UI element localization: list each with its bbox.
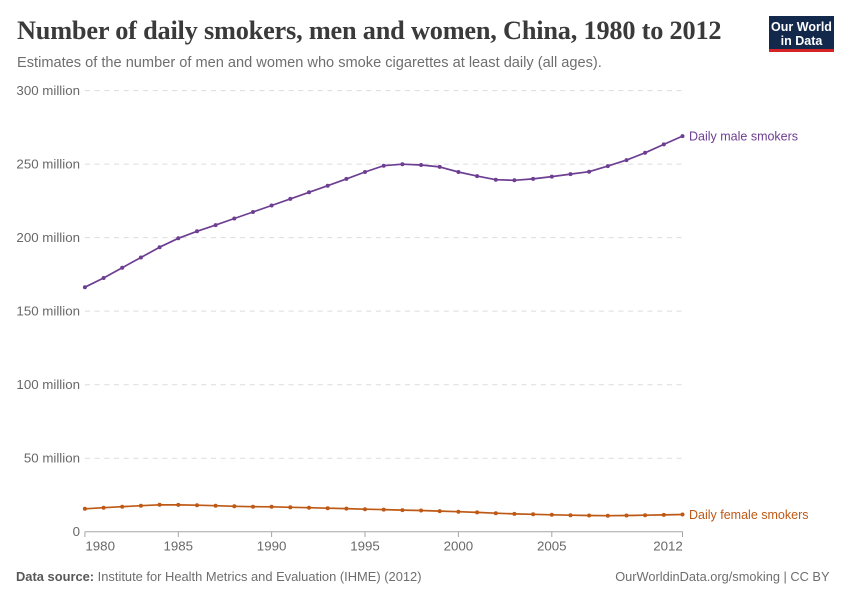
svg-text:1980: 1980 — [85, 539, 115, 554]
svg-text:Daily male smokers: Daily male smokers — [689, 130, 798, 144]
svg-text:2000: 2000 — [444, 539, 474, 554]
svg-text:Daily female smokers: Daily female smokers — [689, 508, 808, 522]
svg-text:0: 0 — [73, 524, 80, 539]
svg-text:1985: 1985 — [164, 539, 194, 554]
svg-text:300 million: 300 million — [16, 83, 80, 98]
svg-text:1990: 1990 — [257, 539, 287, 554]
svg-text:2012: 2012 — [653, 539, 683, 554]
svg-text:100 million: 100 million — [16, 377, 80, 392]
svg-text:200 million: 200 million — [16, 230, 80, 245]
svg-text:250 million: 250 million — [16, 157, 80, 172]
svg-text:50 million: 50 million — [24, 451, 80, 466]
svg-text:150 million: 150 million — [16, 304, 80, 319]
svg-text:1995: 1995 — [350, 539, 380, 554]
svg-text:2005: 2005 — [537, 539, 567, 554]
